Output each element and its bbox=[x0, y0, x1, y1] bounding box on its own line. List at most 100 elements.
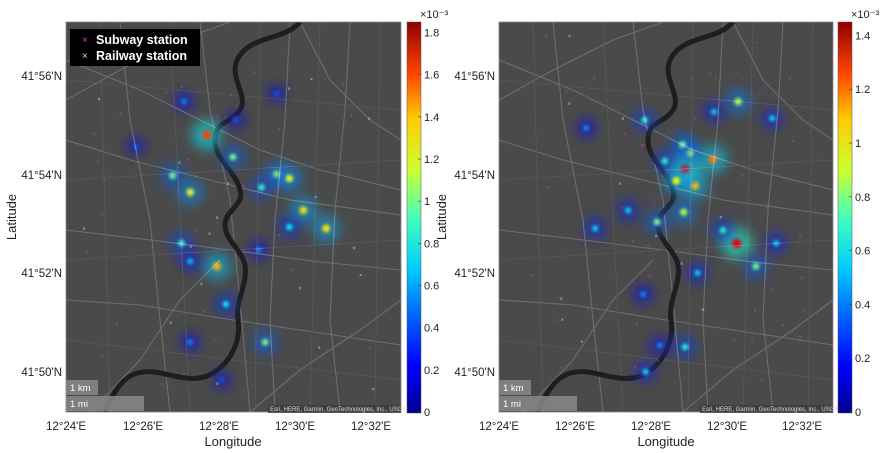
right-x-axis-label: Longitude bbox=[637, 434, 694, 449]
railway-station-marker: × bbox=[680, 262, 683, 268]
right-road-network bbox=[499, 22, 833, 412]
left-scale-km: 1 km bbox=[70, 383, 91, 394]
subway-station-marker: × bbox=[565, 89, 568, 95]
right-y-tick: 41°56'N bbox=[454, 71, 495, 83]
railway-station-marker: × bbox=[359, 273, 362, 279]
subway-station-marker: × bbox=[368, 346, 371, 352]
density-hotspot bbox=[285, 174, 294, 183]
density-hotspot bbox=[641, 116, 648, 124]
railway-station-marker: × bbox=[353, 246, 356, 252]
right-attribution: Esri, HERE, Garmin, GeoTechnologies, Inc… bbox=[702, 407, 838, 413]
left-y-tick: 41°56'N bbox=[21, 71, 62, 83]
subway-station-marker: × bbox=[735, 71, 738, 77]
subway-station-marker: × bbox=[351, 245, 354, 251]
right-scale-mi: 1 mi bbox=[503, 399, 521, 410]
subway-station-marker: × bbox=[634, 365, 637, 371]
subway-station-marker: × bbox=[791, 139, 794, 145]
railway-station-marker: × bbox=[169, 321, 172, 327]
colorbar-tick-label: 1.6 bbox=[424, 70, 439, 82]
density-hotspot bbox=[273, 91, 280, 97]
subway-station-marker: × bbox=[103, 177, 106, 183]
colorbar-tick-label: 0 bbox=[855, 407, 861, 419]
density-hotspot bbox=[222, 301, 230, 308]
density-hotspot bbox=[642, 368, 649, 375]
right-density-layer bbox=[576, 89, 787, 383]
railway-station-marker: × bbox=[314, 195, 317, 201]
left-x-tick: 12°30'E bbox=[275, 421, 315, 433]
railway-station-marker: × bbox=[310, 77, 313, 83]
left-attribution: Esri, HERE, Garmin, GeoTechnologies, Inc… bbox=[270, 407, 406, 413]
density-hotspot bbox=[187, 339, 194, 346]
density-hotspot bbox=[583, 125, 590, 131]
right-colorbar: ×10⁻³ 0 0.2 0.4 0.6 0.8 1 1.2 1.4 bbox=[837, 9, 879, 419]
right-x-tick: 12°30'E bbox=[707, 421, 747, 433]
density-hotspot bbox=[592, 225, 599, 232]
subway-station-marker: × bbox=[164, 91, 167, 97]
subway-station-marker: × bbox=[770, 288, 773, 294]
subway-station-marker: × bbox=[277, 127, 280, 133]
subway-station-marker: × bbox=[224, 115, 227, 121]
railway-station-marker: × bbox=[216, 215, 219, 221]
subway-station-marker: × bbox=[742, 173, 745, 179]
left-x-axis-label: Longitude bbox=[204, 434, 261, 449]
colorbar-tick-label: 1.4 bbox=[855, 30, 870, 42]
railway-station-marker: × bbox=[299, 286, 302, 292]
right-map-layer: × × × × × × × × × × × × × × × × × × × × × × × × × × × × × × × × × × × × × × × ×… bbox=[499, 22, 833, 412]
density-hotspot bbox=[656, 342, 663, 349]
subway-station-marker: × bbox=[119, 111, 122, 117]
subway-station-marker: × bbox=[182, 372, 185, 378]
railway-station-marker: × bbox=[619, 181, 622, 187]
right-y-tick: 41°52'N bbox=[454, 268, 495, 280]
right-x-tick: 12°32'E bbox=[782, 421, 822, 433]
subway-station-marker: × bbox=[342, 82, 345, 88]
left-tiber-river bbox=[102, 22, 302, 412]
density-hotspot bbox=[752, 262, 760, 270]
subway-station-marker: × bbox=[350, 113, 353, 119]
density-hotspot bbox=[679, 141, 686, 149]
density-hotspot bbox=[322, 224, 331, 233]
density-hotspot bbox=[202, 130, 212, 140]
density-hotspot bbox=[229, 153, 237, 161]
subway-station-marker: × bbox=[766, 205, 769, 211]
subway-station-marker: × bbox=[648, 274, 651, 280]
railway-station-marker: × bbox=[189, 245, 192, 251]
colorbar-tick-label: 1 bbox=[424, 196, 430, 208]
density-hotspot bbox=[233, 117, 239, 123]
left-panel: ×××××××××××××××××××××××× ×××××× ××××××××××… bbox=[4, 9, 448, 449]
subway-station-marker: × bbox=[195, 228, 198, 234]
colorbar-tick-label: 1.2 bbox=[855, 84, 870, 96]
density-hotspot bbox=[672, 176, 681, 185]
colorbar-tick-label: 0.6 bbox=[424, 281, 439, 293]
railway-station-marker: × bbox=[200, 282, 203, 288]
density-hotspot bbox=[691, 181, 700, 190]
railway-station-marker: × bbox=[372, 387, 375, 393]
density-hotspot bbox=[661, 157, 669, 165]
railway-station-marker: × bbox=[368, 116, 371, 122]
subway-station-marker: × bbox=[115, 321, 118, 327]
left-scale-bar: 1 km 1 mi bbox=[66, 380, 144, 411]
density-hotspot bbox=[680, 208, 688, 216]
colorbar-tick-label: 0.6 bbox=[855, 246, 870, 258]
right-y-axis-label: Latitude bbox=[434, 194, 449, 240]
subway-station-marker: × bbox=[693, 117, 696, 123]
railway-station-marker: × bbox=[568, 101, 571, 107]
left-x-tick: 12°28'E bbox=[199, 421, 239, 433]
subway-station-marker: × bbox=[750, 339, 753, 345]
subway-station-marker: × bbox=[100, 354, 103, 360]
legend-box bbox=[70, 29, 200, 66]
density-hotspot bbox=[653, 218, 661, 226]
subway-station-marker: × bbox=[817, 158, 820, 164]
right-x-ticks: 12°24'E 12°26'E 12°28'E 12°30'E 12°32'E bbox=[479, 421, 822, 433]
subway-station-marker: × bbox=[556, 318, 559, 324]
railway-station-marker: × bbox=[288, 86, 291, 92]
left-y-ticks: 41°56'N 41°54'N 41°52'N 41°50'N bbox=[21, 71, 62, 379]
subway-station-marker: × bbox=[180, 85, 183, 91]
right-scale-bar: 1 km 1 mi bbox=[499, 380, 577, 411]
subway-station-marker: × bbox=[214, 126, 217, 132]
subway-station-marker: × bbox=[166, 317, 169, 323]
left-colorbar: ×10⁻³ 0 0.2 0.4 0.6 0.8 1 1.2 1.4 1.6 1.8 bbox=[406, 9, 448, 419]
subway-station-marker: × bbox=[756, 40, 759, 46]
subway-station-marker: × bbox=[801, 276, 804, 282]
subway-station-marker: × bbox=[647, 243, 650, 249]
subway-station-marker: × bbox=[759, 92, 762, 98]
